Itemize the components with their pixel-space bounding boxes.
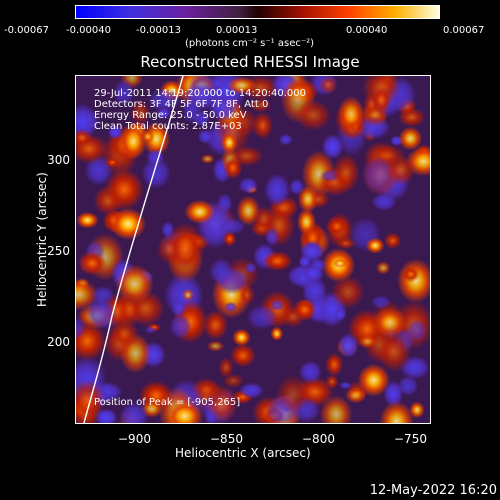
x-tick-label: −850 bbox=[210, 432, 243, 446]
annotation-energy: Energy Range: 25.0 - 50.0 keV bbox=[94, 110, 247, 121]
y-axis-label: Heliocentric Y (arcsec) bbox=[35, 172, 49, 307]
solar-limb bbox=[83, 76, 184, 423]
colorbar-tick: -0.00067 bbox=[4, 25, 49, 36]
y-tick-label: 300 bbox=[47, 153, 70, 167]
colorbar-tick: 0.00067 bbox=[443, 25, 485, 36]
x-tick-label: −800 bbox=[302, 432, 335, 446]
colorbar-tick: 0.00013 bbox=[216, 25, 258, 36]
footer-timestamp: 12-May-2022 16:20 bbox=[369, 483, 497, 498]
colorbar bbox=[75, 5, 440, 19]
colorbar-tick: -0.00013 bbox=[136, 25, 181, 36]
y-tick-label: 250 bbox=[47, 244, 70, 258]
x-axis-label: Heliocentric X (arcsec) bbox=[175, 446, 311, 460]
y-tick-label: 200 bbox=[47, 335, 70, 349]
colorbar-tick: 0.00040 bbox=[346, 25, 388, 36]
plot-title: Reconstructed RHESSI Image bbox=[140, 53, 360, 71]
annotation-detectors: Detectors: 3F 4F 5F 6F 7F 8F, Att 0 bbox=[94, 99, 269, 110]
annotation-time: 29-Jul-2011 14:19:20.000 to 14:20:40.000 bbox=[94, 88, 306, 99]
colorbar-units: (photons cm⁻² s⁻¹ asec⁻²) bbox=[185, 38, 315, 49]
heatmap-image bbox=[76, 76, 430, 423]
x-tick-label: −750 bbox=[394, 432, 427, 446]
plot-area bbox=[75, 75, 431, 424]
colorbar-tick: -0.00040 bbox=[66, 25, 111, 36]
annotation-peak: Position of Peak = [-905,265] bbox=[94, 397, 241, 408]
x-tick-label: −900 bbox=[118, 432, 151, 446]
annotation-counts: Clean Total counts: 2.87E+03 bbox=[94, 121, 242, 132]
